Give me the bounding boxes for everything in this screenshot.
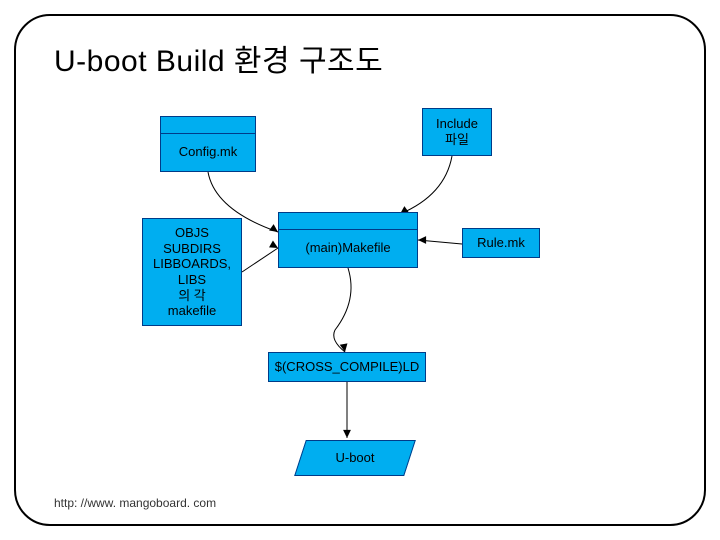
node-ld: $(CROSS_COMPILE)LD xyxy=(268,352,426,382)
node-config: Config.mk xyxy=(160,116,256,172)
node-objs: OBJS SUBDIRS LIBBOARDS, LIBS 의 각 makefil… xyxy=(142,218,242,326)
node-include: Include 파일 xyxy=(422,108,492,156)
node-makefile: (main)Makefile xyxy=(278,212,418,268)
node-uboot: U-boot xyxy=(300,440,410,476)
footer-url: http: //www. mangoboard. com xyxy=(54,496,216,510)
diagram-nodes: Config.mk Include 파일 (main)Makefile OBJS SU… xyxy=(0,0,720,540)
node-rule: Rule.mk xyxy=(462,228,540,258)
